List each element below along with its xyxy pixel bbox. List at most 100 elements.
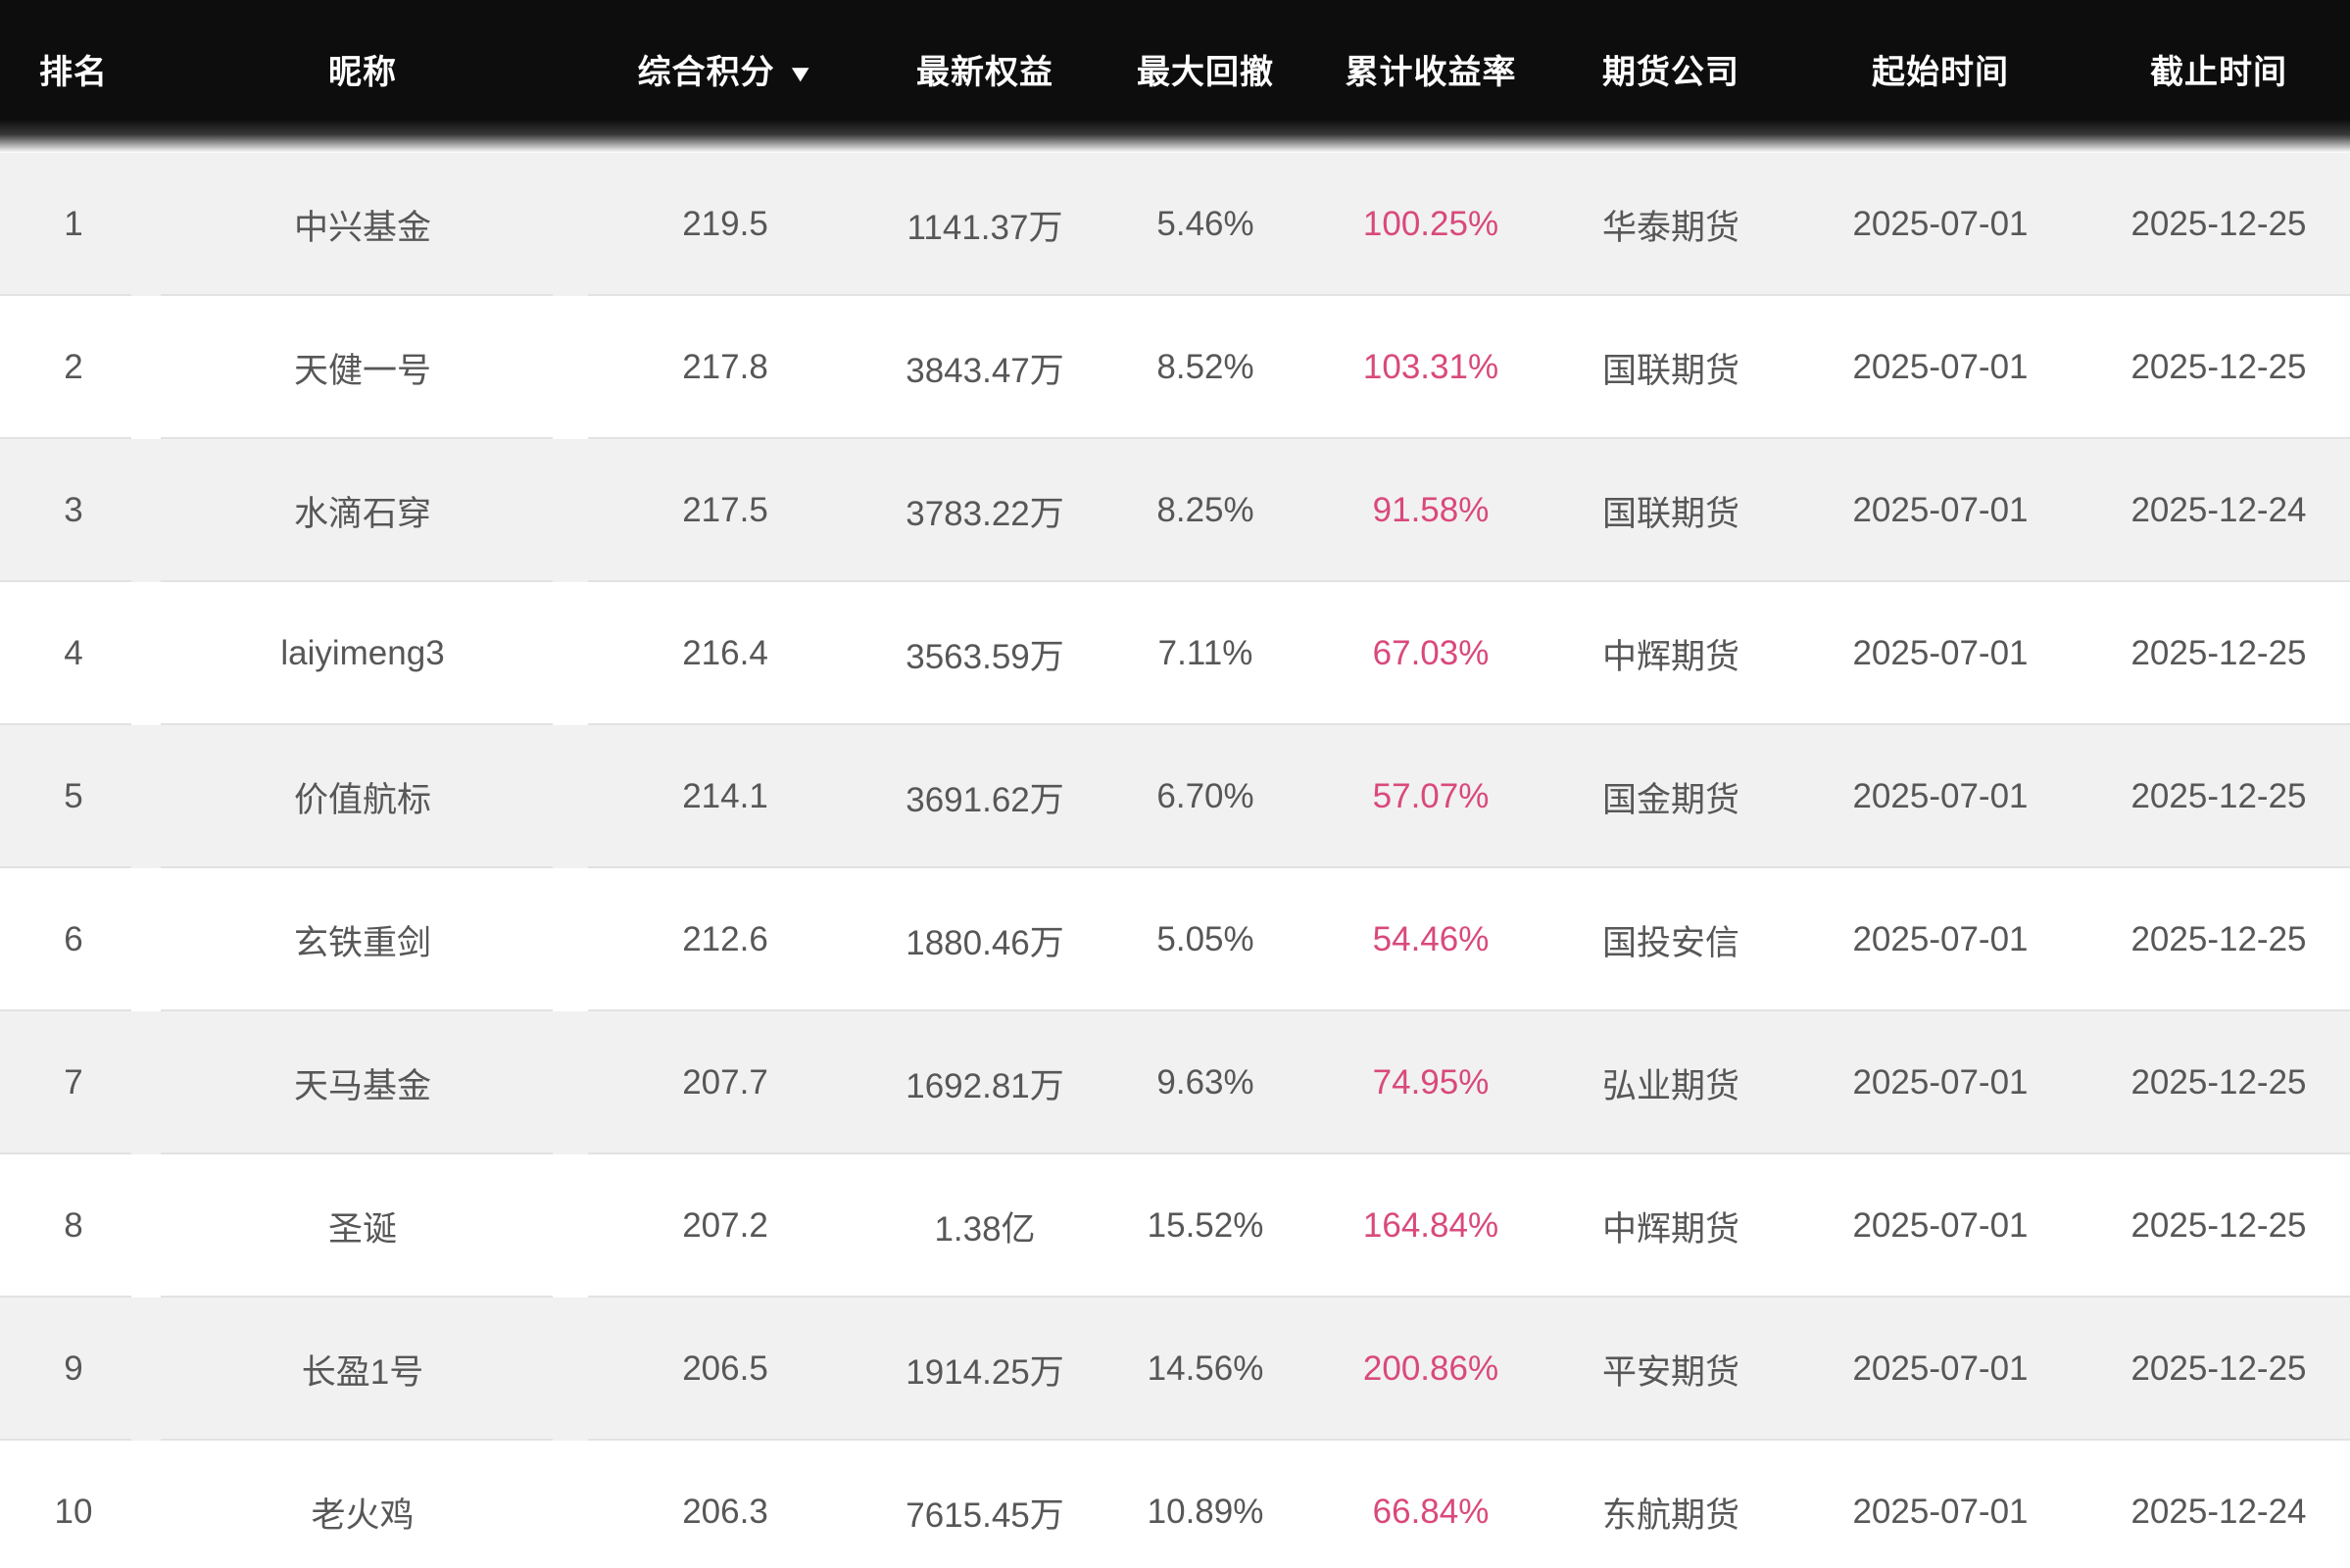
end_date-cell: 2025-12-25 [2087, 1154, 2350, 1298]
rank-cell: 2 [0, 296, 147, 439]
start_date-cell: 2025-07-01 [1793, 725, 2087, 868]
start_date-cell: 2025-07-01 [1793, 868, 2087, 1011]
equity-cell: 3783.22万 [872, 439, 1098, 582]
score-cell: 219.5 [578, 153, 872, 296]
table-body: 1 中兴基金 219.5 1141.37万 5.46% 100.25% 华泰期货 2025-0… [0, 153, 2350, 1568]
drawdown-cell: 9.63% [1098, 1011, 1313, 1154]
equity-cell: 1880.46万 [872, 868, 1098, 1011]
start_date-cell: 2025-07-01 [1793, 1298, 2087, 1441]
start_date-cell: 2025-07-01 [1793, 1441, 2087, 1568]
end_date-cell: 2025-12-25 [2087, 725, 2350, 868]
score-cell: 206.5 [578, 1298, 872, 1441]
score-cell: 214.1 [578, 725, 872, 868]
equity-cell: 1692.81万 [872, 1011, 1098, 1154]
table-row: 1 中兴基金 219.5 1141.37万 5.46% 100.25% 华泰期货 2025-0… [0, 153, 2350, 296]
return_rate-cell: 91.58% [1313, 439, 1548, 582]
nickname-cell: 玄铁重剑 [147, 868, 578, 1011]
equity-cell: 1914.25万 [872, 1298, 1098, 1441]
rank-cell: 4 [0, 582, 147, 725]
column-header-return_rate: 累计收益率 [1313, 0, 1548, 153]
sort-desc-icon: ▼ [785, 60, 816, 87]
table-row: 8 圣诞 207.2 1.38亿 15.52% 164.84% 中辉期货 2025-07-01… [0, 1154, 2350, 1298]
header-row: 排名 昵称 综合积分 ▼ 最新权益 最大回撤 累计收益率 期货公司 起始时间 截止时间 [0, 0, 2350, 153]
rank-cell: 9 [0, 1298, 147, 1441]
score-cell: 217.5 [578, 439, 872, 582]
column-header-drawdown: 最大回撤 [1098, 0, 1313, 153]
equity-cell: 1.38亿 [872, 1154, 1098, 1298]
nickname-cell: 价值航标 [147, 725, 578, 868]
return_rate-cell: 100.25% [1313, 153, 1548, 296]
nickname-cell: 老火鸡 [147, 1441, 578, 1568]
company-cell: 国联期货 [1548, 296, 1793, 439]
company-cell: 中辉期货 [1548, 1154, 1793, 1298]
column-label-end_date: 截止时间 [2150, 53, 2287, 91]
nickname-cell: laiyimeng3 [147, 582, 578, 725]
nickname-cell: 圣诞 [147, 1154, 578, 1298]
return_rate-cell: 74.95% [1313, 1011, 1548, 1154]
score-cell: 207.7 [578, 1011, 872, 1154]
nickname-cell: 天马基金 [147, 1011, 578, 1154]
drawdown-cell: 10.89% [1098, 1441, 1313, 1568]
return_rate-cell: 57.07% [1313, 725, 1548, 868]
column-header-score[interactable]: 综合积分 ▼ [578, 0, 872, 153]
company-cell: 国投安信 [1548, 868, 1793, 1011]
table-row: 5 价值航标 214.1 3691.62万 6.70% 57.07% 国金期货 2025-07… [0, 725, 2350, 868]
equity-cell: 7615.45万 [872, 1441, 1098, 1568]
end_date-cell: 2025-12-25 [2087, 1011, 2350, 1154]
column-label-company: 期货公司 [1602, 53, 1739, 91]
rank-cell: 6 [0, 868, 147, 1011]
nickname-cell: 中兴基金 [147, 153, 578, 296]
column-label-nickname: 昵称 [328, 53, 397, 91]
column-header-rank: 排名 [0, 0, 147, 153]
company-cell: 东航期货 [1548, 1441, 1793, 1568]
company-cell: 弘业期货 [1548, 1011, 1793, 1154]
end_date-cell: 2025-12-25 [2087, 582, 2350, 725]
equity-cell: 3563.59万 [872, 582, 1098, 725]
column-label-return_rate: 累计收益率 [1345, 53, 1517, 91]
return_rate-cell: 67.03% [1313, 582, 1548, 725]
start_date-cell: 2025-07-01 [1793, 153, 2087, 296]
score-cell: 212.6 [578, 868, 872, 1011]
column-header-equity: 最新权益 [872, 0, 1098, 153]
column-label-drawdown: 最大回撤 [1137, 53, 1274, 91]
start_date-cell: 2025-07-01 [1793, 1154, 2087, 1298]
rank-cell: 5 [0, 725, 147, 868]
table-header: 排名 昵称 综合积分 ▼ 最新权益 最大回撤 累计收益率 期货公司 起始时间 截止时间 [0, 0, 2350, 153]
drawdown-cell: 8.52% [1098, 296, 1313, 439]
score-cell: 216.4 [578, 582, 872, 725]
rank-cell: 8 [0, 1154, 147, 1298]
end_date-cell: 2025-12-24 [2087, 1441, 2350, 1568]
return_rate-cell: 66.84% [1313, 1441, 1548, 1568]
column-label-equity: 最新权益 [916, 53, 1053, 91]
table-row: 2 天健一号 217.8 3843.47万 8.52% 103.31% 国联期货 2025-0… [0, 296, 2350, 439]
table-row: 9 长盈1号 206.5 1914.25万 14.56% 200.86% 平安期货 2025-… [0, 1298, 2350, 1441]
table-row: 10 老火鸡 206.3 7615.45万 10.89% 66.84% 东航期货 2025-0… [0, 1441, 2350, 1568]
column-header-end_date: 截止时间 [2087, 0, 2350, 153]
rank-cell: 7 [0, 1011, 147, 1154]
score-cell: 206.3 [578, 1441, 872, 1568]
table-row: 3 水滴石穿 217.5 3783.22万 8.25% 91.58% 国联期货 2025-07… [0, 439, 2350, 582]
start_date-cell: 2025-07-01 [1793, 582, 2087, 725]
return_rate-cell: 103.31% [1313, 296, 1548, 439]
rank-cell: 10 [0, 1441, 147, 1568]
drawdown-cell: 7.11% [1098, 582, 1313, 725]
table-row: 7 天马基金 207.7 1692.81万 9.63% 74.95% 弘业期货 2025-07… [0, 1011, 2350, 1154]
end_date-cell: 2025-12-24 [2087, 439, 2350, 582]
column-label-start_date: 起始时间 [1872, 53, 2009, 91]
end_date-cell: 2025-12-25 [2087, 153, 2350, 296]
company-cell: 国金期货 [1548, 725, 1793, 868]
start_date-cell: 2025-07-01 [1793, 296, 2087, 439]
nickname-cell: 天健一号 [147, 296, 578, 439]
score-cell: 217.8 [578, 296, 872, 439]
rank-cell: 1 [0, 153, 147, 296]
drawdown-cell: 14.56% [1098, 1298, 1313, 1441]
equity-cell: 3691.62万 [872, 725, 1098, 868]
return_rate-cell: 164.84% [1313, 1154, 1548, 1298]
drawdown-cell: 8.25% [1098, 439, 1313, 582]
return_rate-cell: 200.86% [1313, 1298, 1548, 1441]
column-label-score: 综合积分 [637, 53, 775, 91]
company-cell: 华泰期货 [1548, 153, 1793, 296]
end_date-cell: 2025-12-25 [2087, 296, 2350, 439]
